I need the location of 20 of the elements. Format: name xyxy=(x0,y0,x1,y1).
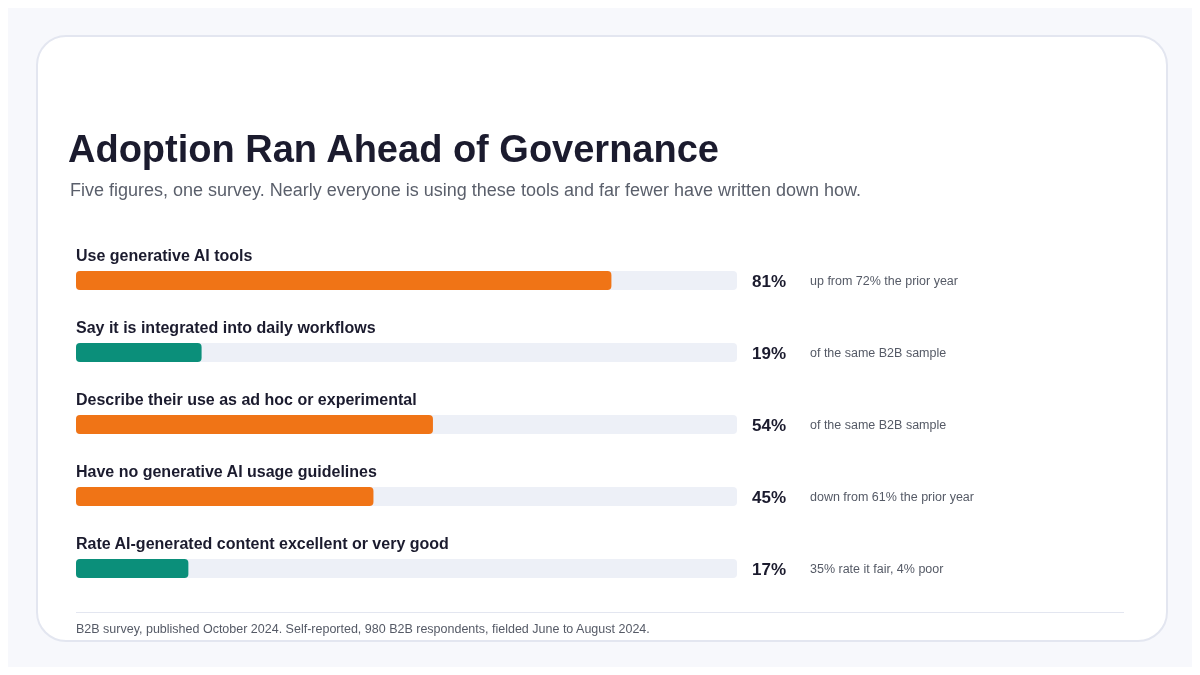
text: up from 72% the prior year xyxy=(810,274,958,288)
y-tick-label: Have no generative AI usage guidelines xyxy=(76,463,377,480)
bar xyxy=(76,343,202,362)
text: down from 61% the prior year xyxy=(810,490,974,504)
chart-title: Adoption Ran Ahead of Governance xyxy=(68,128,719,171)
text: B2B survey, published October 2024. Self-reported, 980 B2B respondents, fielded June to August 2024. xyxy=(76,622,650,636)
y-tick-label: Describe their use as ad hoc or experimental xyxy=(76,391,417,408)
data-label: 19% xyxy=(752,344,787,363)
text: 35% rate it fair, 4% poor xyxy=(810,562,944,576)
chart-subtitle: Five figures, one survey. Nearly everyone is using these tools and far fewer have written down how. xyxy=(70,180,862,201)
data-label: 45% xyxy=(752,488,787,507)
data-label: 81% xyxy=(752,272,787,291)
data-label: 17% xyxy=(752,560,787,579)
y-tick-label: Use generative AI tools xyxy=(76,247,253,264)
text: of the same B2B sample xyxy=(810,418,947,432)
y-tick-label: Rate AI-generated content excellent or very good xyxy=(76,535,449,552)
y-tick-label: Say it is integrated into daily workflows xyxy=(76,319,376,336)
text: of the same B2B sample xyxy=(810,346,947,360)
data-label: 54% xyxy=(752,416,787,435)
bar xyxy=(76,559,189,578)
